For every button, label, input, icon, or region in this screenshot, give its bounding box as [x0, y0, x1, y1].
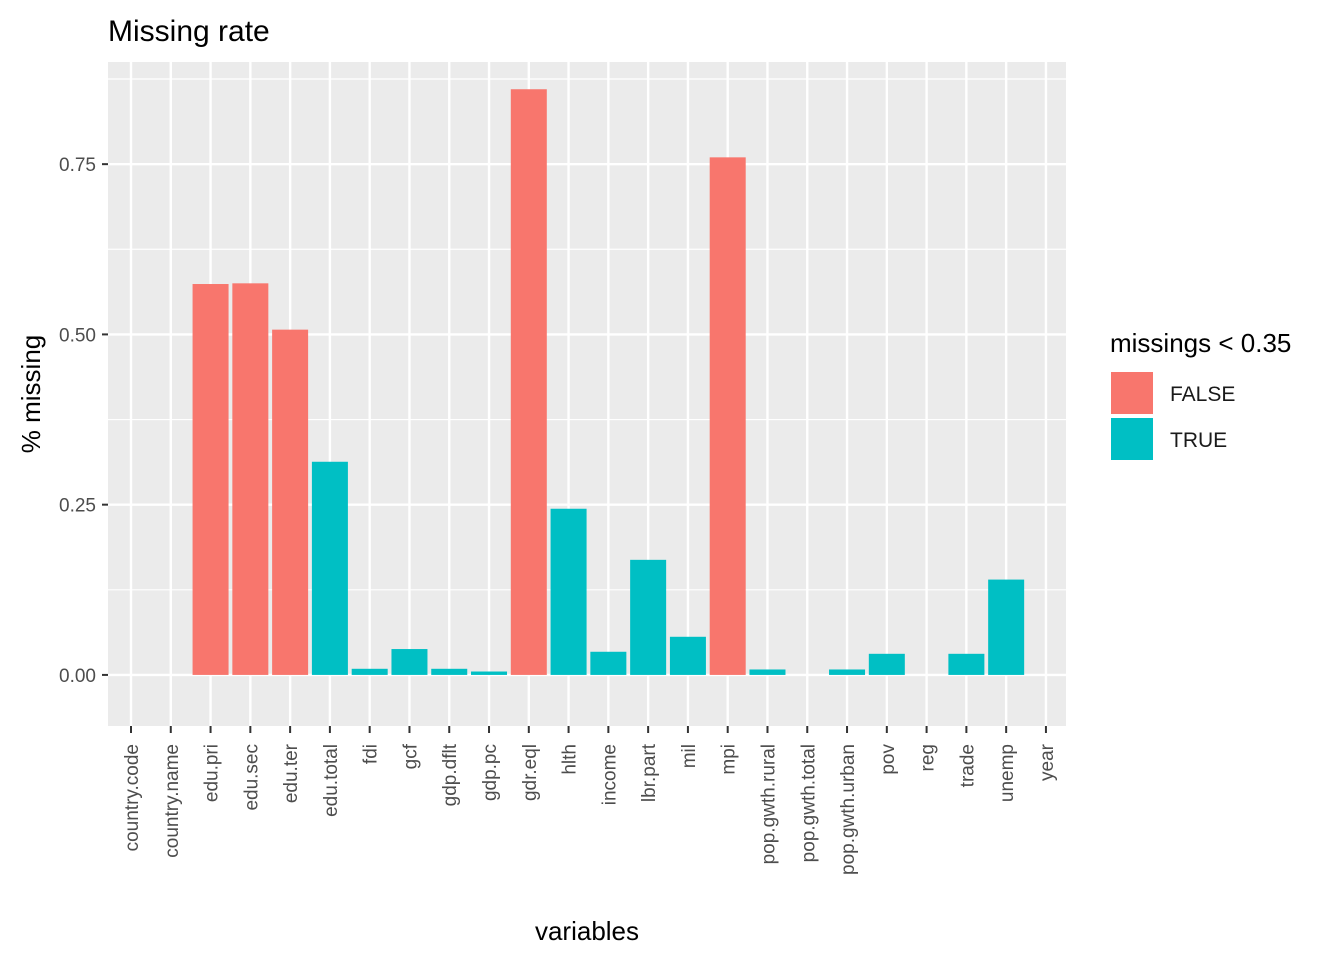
legend-title: missings < 0.35 — [1110, 328, 1291, 358]
x-tick-label: year — [1037, 743, 1058, 781]
bar-pop-gwth-urban — [829, 669, 866, 675]
x-tick-label: fdi — [361, 744, 382, 764]
bar-edu-sec — [232, 283, 269, 675]
x-tick-label: pop.gwth.total — [798, 744, 819, 862]
chart-title: Missing rate — [108, 15, 270, 48]
bar-unemp — [988, 579, 1025, 675]
x-axis-title: variables — [535, 916, 639, 946]
y-tick-label: 0.50 — [59, 325, 96, 346]
y-tick-label: 0.75 — [59, 155, 96, 176]
bar-edu-ter — [272, 329, 309, 675]
y-tick-label: 0.00 — [59, 666, 96, 687]
x-tick-label: edu.sec — [241, 744, 262, 811]
x-tick-label: reg — [918, 744, 939, 771]
x-tick-label: pop.gwth.rural — [758, 744, 779, 864]
bars — [192, 89, 1025, 675]
bar-edu-pri — [192, 284, 229, 675]
bar-gdr-eql — [510, 89, 547, 675]
x-axis: country.code country.name edu.pri edu.sec ed… — [122, 726, 1058, 875]
bar-edu-total — [311, 461, 348, 675]
x-tick-label: lbr.part — [639, 743, 660, 802]
legend-label-true: TRUE — [1170, 429, 1227, 452]
bar-gcf — [391, 649, 428, 675]
x-tick-label: edu.total — [321, 744, 342, 817]
bar-lbr-part — [630, 559, 667, 675]
y-axis: 0.00 0.25 0.50 0.75 — [59, 155, 108, 687]
bar-mil — [669, 636, 706, 675]
bar-gdp-pc — [471, 671, 508, 675]
x-tick-label: country.code — [122, 744, 143, 851]
x-tick-label: hlth — [560, 744, 581, 775]
y-axis-title: % missing — [16, 335, 46, 453]
x-tick-label: edu.pri — [202, 744, 223, 802]
x-tick-label: unemp — [997, 744, 1018, 802]
bar-income — [590, 651, 627, 675]
x-tick-label: mil — [679, 744, 700, 768]
y-tick-label: 0.25 — [59, 496, 96, 517]
bar-pop-gwth-rural — [749, 669, 786, 675]
x-tick-label: gcf — [400, 743, 421, 769]
x-tick-label: pov — [878, 744, 899, 775]
bar-mpi — [709, 157, 746, 675]
x-tick-label: income — [599, 744, 620, 805]
x-tick-label: gdp.dflt — [440, 743, 461, 806]
bar-gdp-dflt — [431, 668, 468, 675]
bar-fdi — [351, 668, 388, 675]
legend: missings < 0.35 FALSE TRUE — [1110, 328, 1291, 460]
bar-trade — [948, 653, 985, 675]
x-tick-label: country.name — [162, 744, 183, 858]
x-tick-label: mpi — [719, 744, 740, 775]
bar-hlth — [550, 508, 587, 675]
x-tick-label: gdp.pc — [480, 744, 501, 801]
x-tick-label: trade — [957, 744, 978, 787]
legend-key-true — [1111, 418, 1153, 460]
x-tick-label: edu.ter — [281, 743, 302, 803]
legend-label-false: FALSE — [1170, 383, 1235, 406]
x-tick-label: pop.gwth.urban — [838, 744, 859, 875]
bar-pov — [868, 653, 905, 675]
legend-key-false — [1111, 372, 1153, 414]
x-tick-label: gdr.eql — [520, 744, 541, 801]
